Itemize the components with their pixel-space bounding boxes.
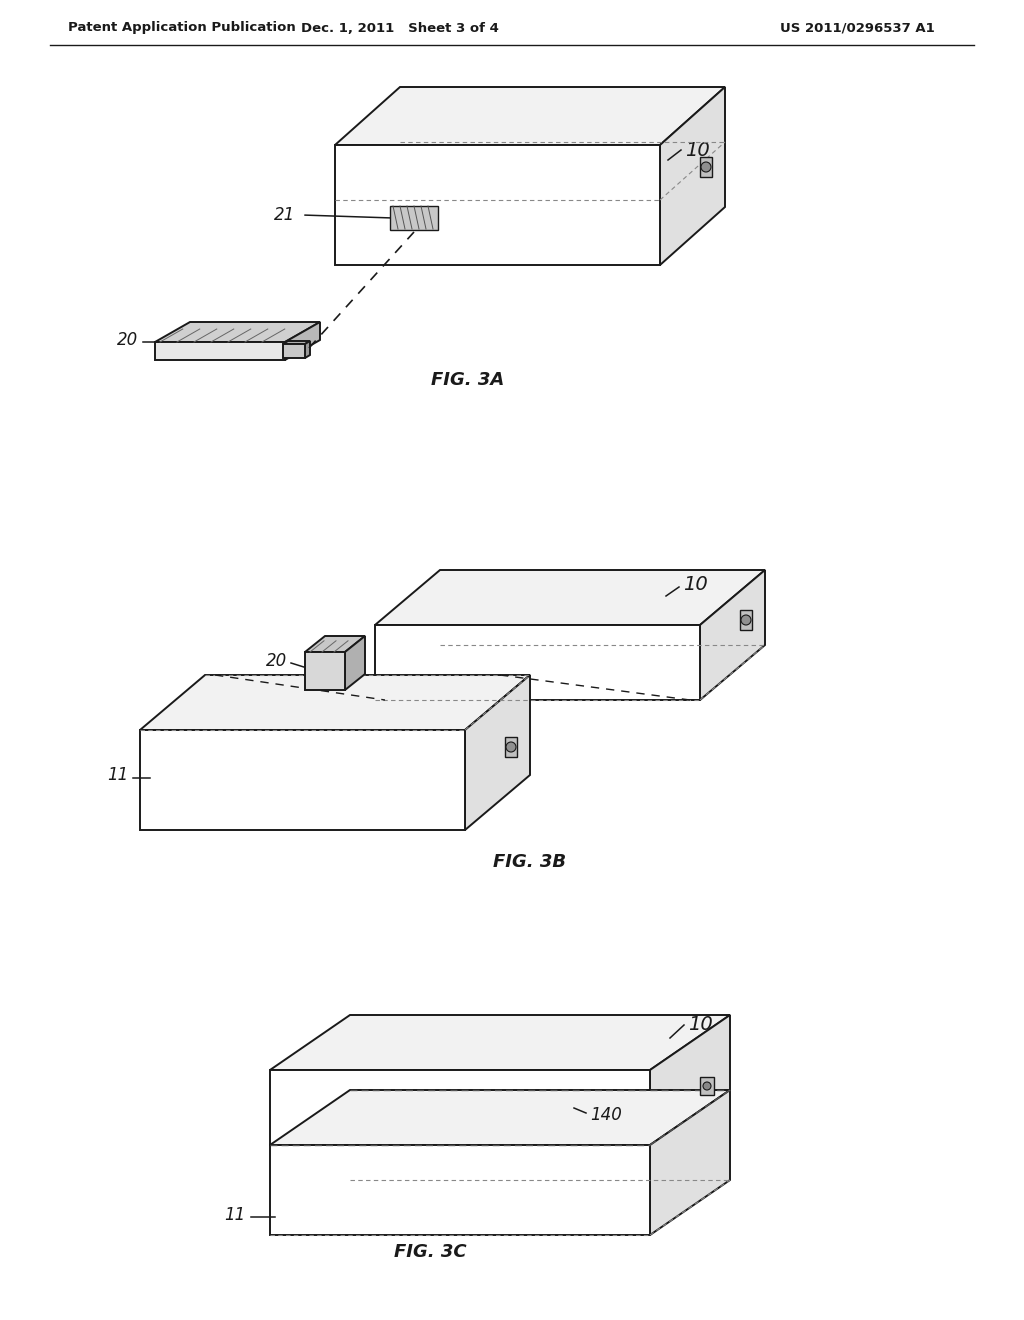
Circle shape bbox=[741, 615, 751, 624]
Polygon shape bbox=[305, 652, 345, 690]
Polygon shape bbox=[270, 1144, 650, 1236]
Polygon shape bbox=[335, 87, 725, 145]
Polygon shape bbox=[375, 570, 765, 624]
Polygon shape bbox=[155, 342, 285, 360]
Polygon shape bbox=[700, 157, 712, 177]
Text: Patent Application Publication: Patent Application Publication bbox=[68, 21, 296, 34]
Text: 11: 11 bbox=[224, 1206, 245, 1224]
Text: 21: 21 bbox=[274, 206, 296, 224]
Polygon shape bbox=[505, 737, 517, 756]
Text: FIG. 3A: FIG. 3A bbox=[431, 371, 505, 389]
Text: 20: 20 bbox=[117, 331, 138, 348]
Text: 140: 140 bbox=[590, 1106, 622, 1125]
Polygon shape bbox=[155, 322, 319, 342]
Polygon shape bbox=[335, 145, 660, 265]
Polygon shape bbox=[140, 675, 530, 730]
Polygon shape bbox=[283, 341, 310, 345]
Polygon shape bbox=[345, 636, 365, 690]
Polygon shape bbox=[270, 1090, 730, 1144]
Polygon shape bbox=[660, 87, 725, 265]
Polygon shape bbox=[740, 610, 752, 630]
Text: FIG. 3B: FIG. 3B bbox=[494, 853, 566, 871]
Polygon shape bbox=[650, 1015, 730, 1144]
Text: 20: 20 bbox=[266, 652, 287, 671]
Polygon shape bbox=[270, 1071, 650, 1144]
Polygon shape bbox=[305, 636, 365, 652]
Polygon shape bbox=[465, 675, 530, 830]
Circle shape bbox=[703, 1082, 711, 1090]
Circle shape bbox=[701, 162, 711, 172]
Polygon shape bbox=[285, 322, 319, 360]
Polygon shape bbox=[270, 1015, 730, 1071]
Text: 10: 10 bbox=[683, 576, 708, 594]
Polygon shape bbox=[650, 1090, 730, 1236]
Circle shape bbox=[506, 742, 516, 752]
Polygon shape bbox=[140, 730, 465, 830]
Text: 11: 11 bbox=[106, 766, 128, 784]
Text: 10: 10 bbox=[685, 140, 710, 160]
Polygon shape bbox=[390, 206, 438, 230]
Polygon shape bbox=[305, 341, 310, 358]
Polygon shape bbox=[283, 345, 305, 358]
Polygon shape bbox=[700, 1077, 714, 1096]
Text: FIG. 3C: FIG. 3C bbox=[393, 1243, 466, 1261]
Text: 10: 10 bbox=[688, 1015, 713, 1035]
Polygon shape bbox=[375, 624, 700, 700]
Text: US 2011/0296537 A1: US 2011/0296537 A1 bbox=[780, 21, 935, 34]
Polygon shape bbox=[700, 570, 765, 700]
Text: Dec. 1, 2011   Sheet 3 of 4: Dec. 1, 2011 Sheet 3 of 4 bbox=[301, 21, 499, 34]
